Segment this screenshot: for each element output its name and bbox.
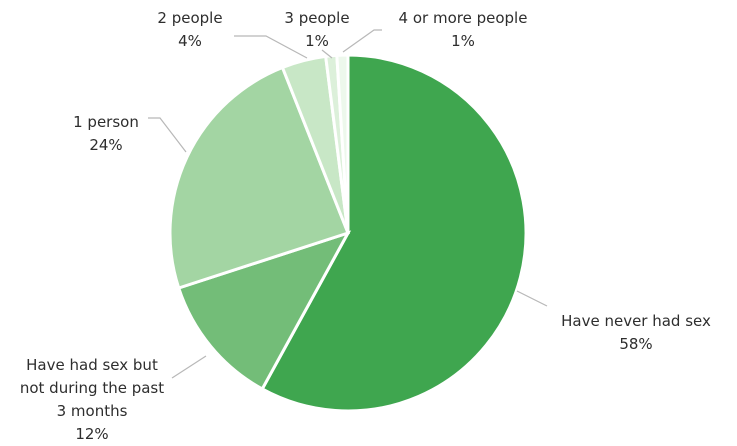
slice-label-never: Have never had sex bbox=[561, 312, 711, 330]
slice-value-2-people: 4% bbox=[178, 32, 202, 50]
slice-value-4-or-more: 1% bbox=[451, 32, 475, 50]
leader-4-or-more bbox=[342, 29, 382, 53]
leader-1-person bbox=[148, 117, 187, 153]
slice-value-never: 58% bbox=[619, 335, 652, 353]
leader-never bbox=[516, 290, 548, 307]
leader-3-people bbox=[321, 49, 333, 59]
leader-not-recent bbox=[171, 355, 207, 379]
slice-value-not-recent: 12% bbox=[75, 425, 108, 443]
pie-slices bbox=[168, 53, 528, 413]
slice-label-not-recent-line2: not during the past bbox=[20, 379, 164, 397]
slice-label-2-people: 2 people bbox=[157, 9, 222, 27]
slice-label-not-recent-line1: Have had sex but bbox=[26, 356, 158, 374]
slice-value-3-people: 1% bbox=[305, 32, 329, 50]
slice-never bbox=[260, 53, 528, 413]
slice-value-1-person: 24% bbox=[89, 136, 122, 154]
slice-4-or-more bbox=[335, 53, 350, 234]
slice-label-1-person: 1 person bbox=[73, 113, 139, 131]
leader-2-people bbox=[234, 35, 308, 59]
slice-label-not-recent-line3: 3 months bbox=[57, 402, 128, 420]
slice-label-4-or-more: 4 or more people bbox=[399, 9, 528, 27]
slice-label-3-people: 3 people bbox=[284, 9, 349, 27]
leader-lines bbox=[148, 29, 548, 379]
slice-not-recent bbox=[176, 230, 352, 392]
